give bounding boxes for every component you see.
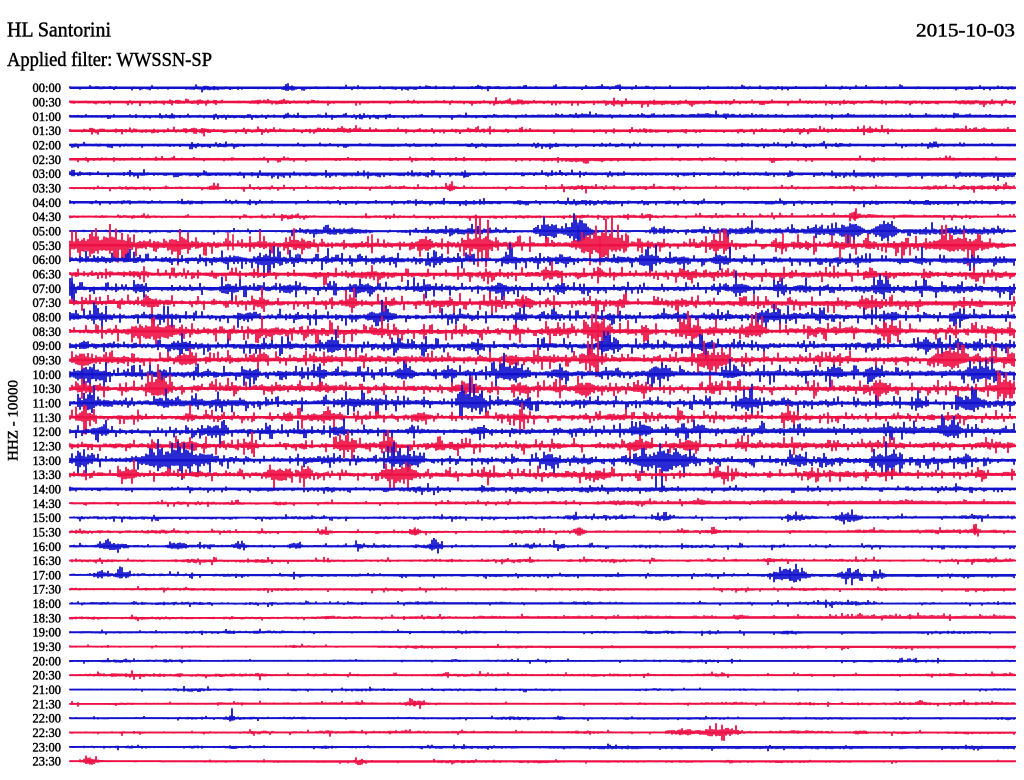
svg-text:09:30: 09:30 [33,353,62,368]
svg-text:22:00: 22:00 [33,711,62,726]
svg-text:04:00: 04:00 [33,195,62,210]
svg-text:21:30: 21:30 [33,696,62,711]
svg-text:15:00: 15:00 [33,510,62,525]
svg-text:20:30: 20:30 [33,668,62,683]
svg-text:03:00: 03:00 [33,166,62,181]
svg-text:14:30: 14:30 [33,496,62,511]
svg-text:12:00: 12:00 [33,424,62,439]
svg-text:01:00: 01:00 [33,109,62,124]
svg-text:10:00: 10:00 [33,367,62,382]
svg-text:13:30: 13:30 [33,467,62,482]
svg-text:07:30: 07:30 [33,295,62,310]
svg-text:2015-10-03: 2015-10-03 [916,21,1015,42]
svg-text:12:30: 12:30 [33,438,62,453]
svg-text:03:30: 03:30 [33,181,62,196]
svg-text:10:30: 10:30 [33,381,62,396]
svg-text:17:00: 17:00 [33,567,62,582]
svg-text:19:00: 19:00 [33,625,62,640]
svg-text:20:00: 20:00 [33,653,62,668]
svg-text:01:30: 01:30 [33,123,62,138]
svg-text:23:30: 23:30 [33,754,62,769]
svg-text:06:30: 06:30 [33,267,62,282]
svg-text:18:30: 18:30 [33,610,62,625]
svg-text:HL Santorini: HL Santorini [7,18,111,42]
svg-text:14:00: 14:00 [33,481,62,496]
svg-text:09:00: 09:00 [33,338,62,353]
svg-text:02:00: 02:00 [33,138,62,153]
svg-text:HHZ - 10000: HHZ - 10000 [6,380,22,461]
svg-text:02:30: 02:30 [33,152,62,167]
svg-text:18:00: 18:00 [33,596,62,611]
svg-text:00:30: 00:30 [33,95,62,110]
svg-text:16:00: 16:00 [33,539,62,554]
svg-text:00:00: 00:00 [33,80,62,95]
svg-text:05:30: 05:30 [33,238,62,253]
svg-text:06:00: 06:00 [33,252,62,267]
svg-text:Applied filter: WWSSN-SP: Applied filter: WWSSN-SP [7,49,212,71]
svg-text:08:00: 08:00 [33,310,62,325]
svg-text:05:00: 05:00 [33,224,62,239]
svg-text:11:30: 11:30 [33,410,62,425]
svg-text:16:30: 16:30 [33,553,62,568]
svg-text:17:30: 17:30 [33,582,62,597]
svg-text:13:00: 13:00 [33,453,62,468]
svg-text:21:00: 21:00 [33,682,62,697]
svg-text:04:30: 04:30 [33,209,62,224]
svg-text:07:00: 07:00 [33,281,62,296]
svg-text:19:30: 19:30 [33,639,62,654]
svg-text:08:30: 08:30 [33,324,62,339]
svg-text:23:00: 23:00 [33,739,62,754]
svg-text:11:00: 11:00 [33,396,62,411]
svg-text:15:30: 15:30 [33,524,62,539]
svg-text:22:30: 22:30 [33,725,62,740]
